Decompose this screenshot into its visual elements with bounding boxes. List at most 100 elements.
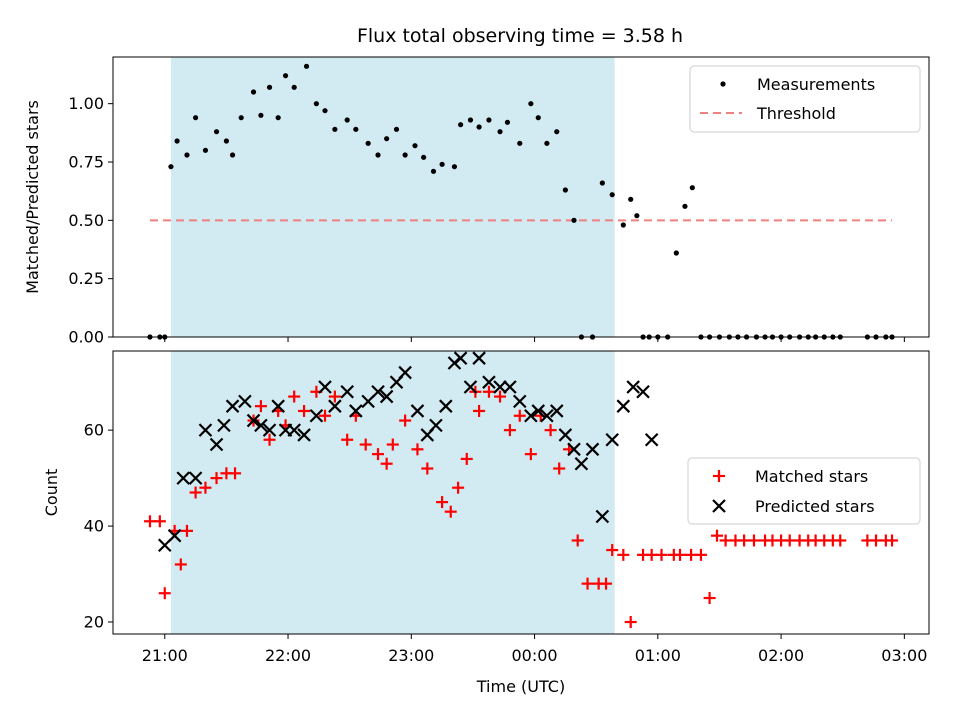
measurement-point [174, 138, 180, 144]
predicted-star-point [188, 471, 203, 485]
predicted-star-point [309, 408, 324, 423]
top-highlight-span [170, 57, 615, 337]
predicted-stars-points [157, 351, 659, 553]
legend-measurements-marker [720, 81, 726, 87]
top-y-tick-label: 1.00 [68, 94, 104, 113]
matched-star-point [494, 390, 507, 403]
bottom-legend-box [687, 457, 921, 525]
matched-star-point [482, 385, 495, 398]
measurement-point [229, 152, 236, 158]
measurement-point [344, 117, 350, 123]
measurement-point [439, 161, 445, 167]
predicted-star-point [482, 375, 496, 389]
bottom-y-tick-label: 40 [84, 517, 104, 536]
measurement-point [544, 140, 550, 146]
bottom-x-tick-label: 21:00 [142, 646, 188, 665]
bottom-x-tick-label: 22:00 [265, 646, 311, 665]
predicted-star-point [217, 418, 231, 433]
measurement-point [673, 250, 679, 256]
measurement-point [421, 154, 427, 160]
measurement-point [291, 84, 297, 90]
legend-predicted-marker [712, 499, 726, 513]
measurement-point [458, 122, 464, 128]
measurement-point [476, 124, 482, 130]
matched-star-point [452, 481, 465, 494]
bottom-panel: 20 40 60 21:00 22:00 23:00 00:00 01:00 02:00 03:… [42, 350, 930, 696]
predicted-star-point [318, 380, 332, 394]
matched-star-point [436, 496, 449, 509]
measurement-point [365, 140, 371, 146]
top-legend-box [689, 65, 921, 133]
measurement-point [202, 147, 209, 153]
matched-star-point [199, 481, 212, 494]
measurement-point [332, 126, 338, 132]
matched-star-point [581, 577, 594, 590]
measurement-point [375, 152, 381, 158]
measurement-point [213, 129, 220, 135]
predicted-star-point [453, 351, 468, 365]
measurement-point [504, 119, 511, 125]
matched-star-point [460, 452, 473, 465]
predicted-star-point [558, 428, 573, 442]
matched-star-point [524, 448, 537, 461]
matched-star-point [254, 400, 267, 413]
predicted-star-point [209, 437, 224, 452]
matched-star-point [411, 443, 424, 456]
bottom-x-tick-label: 23:00 [388, 646, 434, 665]
matched-star-point [372, 448, 385, 461]
matched-star-point [359, 438, 372, 451]
matched-star-point [571, 534, 584, 547]
matched-star-point [298, 404, 311, 417]
measurement-point [168, 164, 174, 170]
matched-star-point [747, 534, 760, 547]
matched-star-point [886, 534, 899, 547]
top-y-tick-label: 0.75 [68, 153, 104, 172]
predicted-star-point [636, 384, 650, 399]
predicted-star-point [398, 365, 412, 380]
measurement-point [353, 126, 359, 132]
measurement-point [266, 84, 273, 90]
predicted-star-point [616, 399, 631, 413]
legend-threshold-label: Threshold [756, 104, 836, 123]
bottom-legend: Matched stars Predicted stars [687, 457, 921, 525]
matched-star-point [834, 534, 847, 547]
predicted-star-point [349, 404, 363, 418]
predicted-star-point [512, 394, 527, 409]
predicted-star-point [198, 423, 213, 437]
bottom-axes-frame [112, 350, 930, 635]
matched-star-point [174, 558, 187, 571]
predicted-star-point [531, 404, 546, 418]
matched-star-point [544, 424, 557, 437]
measurement-point [628, 196, 634, 202]
measurement-point [250, 89, 257, 95]
matched-star-point [341, 433, 354, 446]
bottom-x-tick-label: 02:00 [758, 646, 804, 665]
predicted-star-point [176, 471, 191, 485]
measurement-point [467, 117, 474, 123]
measurement-point [313, 101, 319, 107]
measurement-point [451, 164, 458, 170]
predicted-star-point [287, 423, 301, 437]
matched-star-point [229, 467, 242, 480]
predicted-star-point [262, 423, 277, 437]
top-y-tick-label: 0.25 [68, 269, 104, 288]
predicted-star-point [605, 432, 619, 447]
matched-star-point [600, 577, 613, 590]
matched-star-point [380, 457, 393, 470]
predicted-star-point [246, 413, 261, 428]
measurement-point [275, 115, 281, 121]
matched-star-point [473, 404, 486, 417]
top-legend: Measurements Threshold [689, 65, 921, 133]
measurement-point [223, 138, 230, 144]
matched-star-point [553, 462, 566, 475]
measurement-point [430, 168, 437, 174]
measurement-point [634, 213, 640, 219]
predicted-star-point [225, 399, 240, 413]
matched-star-point [674, 548, 687, 561]
measurement-point [184, 152, 190, 158]
matched-star-point [399, 414, 412, 427]
matched-star-point [513, 409, 526, 422]
measurement-point [609, 192, 615, 198]
matched-star-point [319, 409, 332, 422]
